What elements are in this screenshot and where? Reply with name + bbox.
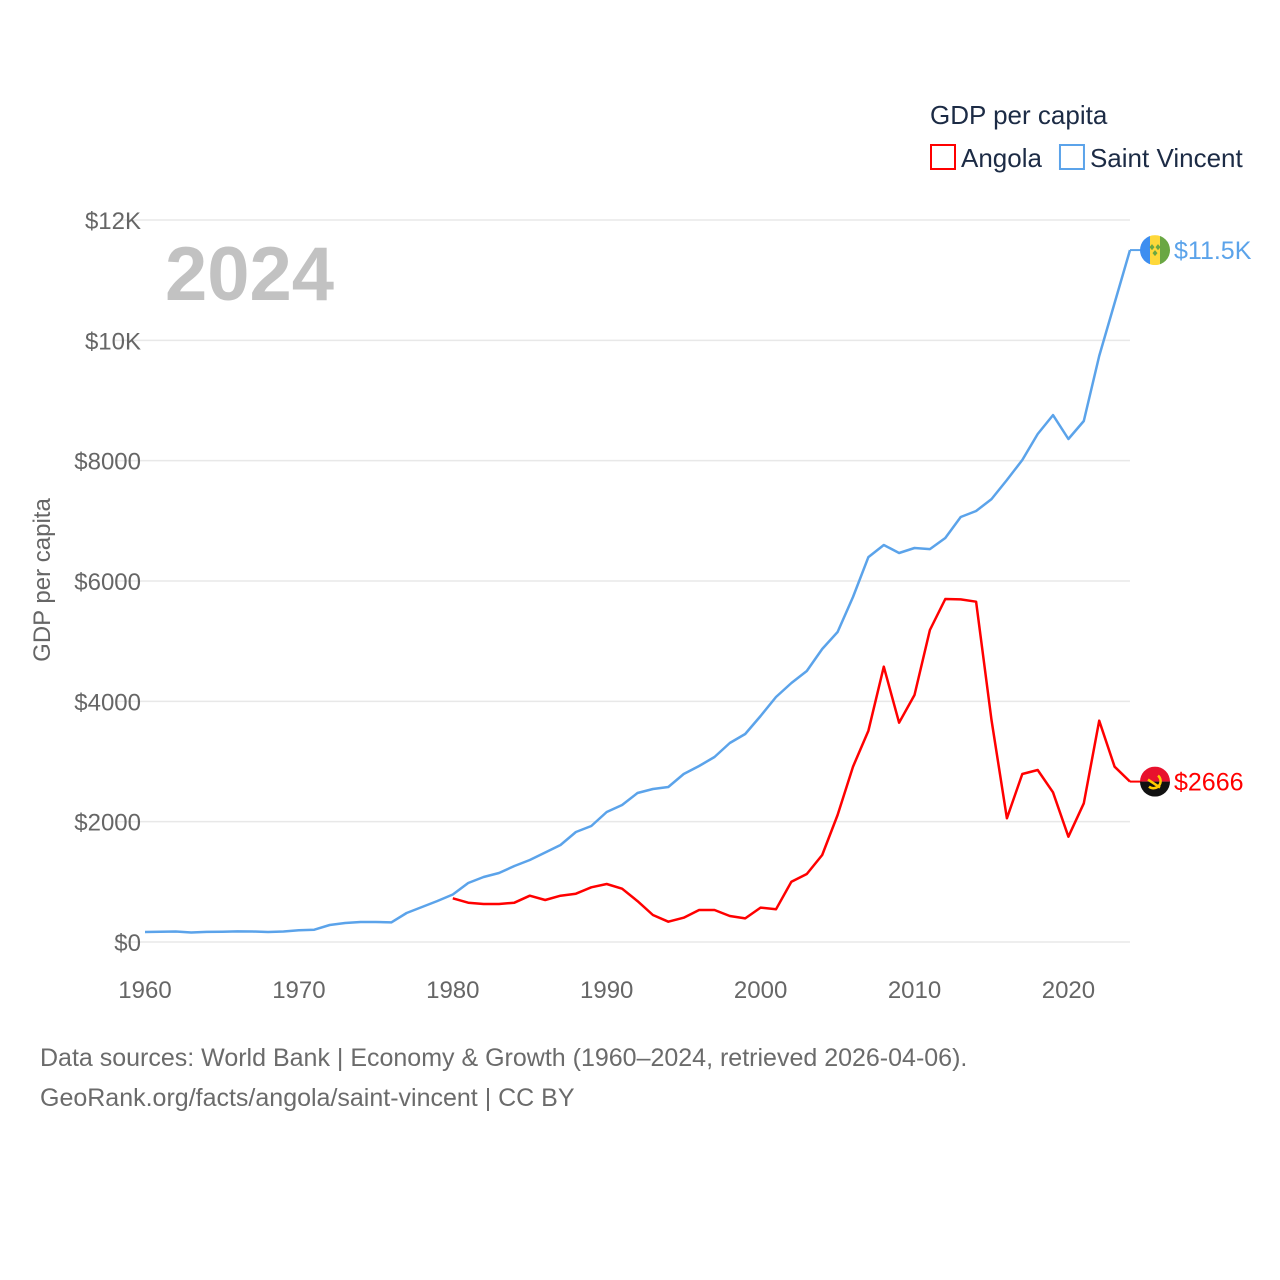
saint-vincent-flag-icon <box>1140 235 1170 266</box>
legend-label: Angola <box>961 143 1042 173</box>
x-tick-label: 2020 <box>1042 977 1095 1004</box>
series-line-saint-vincent <box>144 249 1132 934</box>
legend-title: GDP per capita <box>930 100 1108 130</box>
y-tick-label: $8000 <box>74 449 141 476</box>
legend-label: Saint Vincent <box>1090 143 1244 173</box>
legend-swatch <box>1058 144 1085 170</box>
year-label: 2024 <box>165 232 334 317</box>
y-axis-label: GDP per capita <box>29 498 56 662</box>
y-tick-label: $2000 <box>74 810 141 837</box>
footer-sources: Data sources: World Bank | Economy & Gro… <box>40 1044 968 1072</box>
footer-link[interactable]: GeoRank.org/facts/angola/saint-vincent |… <box>40 1084 575 1112</box>
legend-item-angola[interactable]: Angola <box>930 143 1042 173</box>
y-tick-label: $10K <box>85 328 141 355</box>
legend: GDP per capita Angola Saint Vincent <box>930 100 1243 173</box>
end-value-label: $11.5K <box>1174 237 1252 265</box>
x-tick-label: 2000 <box>734 977 787 1004</box>
angola-flag-icon <box>1140 766 1170 797</box>
y-tick-label: $4000 <box>74 689 141 716</box>
x-tick-label: 1980 <box>426 977 479 1004</box>
x-tick-label: 2010 <box>888 977 941 1004</box>
legend-item-saint-vincent[interactable]: Saint Vincent <box>1058 143 1244 173</box>
x-tick-label: 1960 <box>118 977 171 1004</box>
legend-swatch <box>930 144 956 170</box>
x-tick-label: 1990 <box>580 977 633 1004</box>
y-tick-label: $6000 <box>74 569 141 596</box>
end-value-label: $2666 <box>1174 769 1244 797</box>
y-tick-label: $0 <box>114 930 141 957</box>
y-tick-label: $12K <box>85 208 141 235</box>
series-line-angola <box>452 597 1131 923</box>
x-tick-label: 1970 <box>272 977 325 1004</box>
